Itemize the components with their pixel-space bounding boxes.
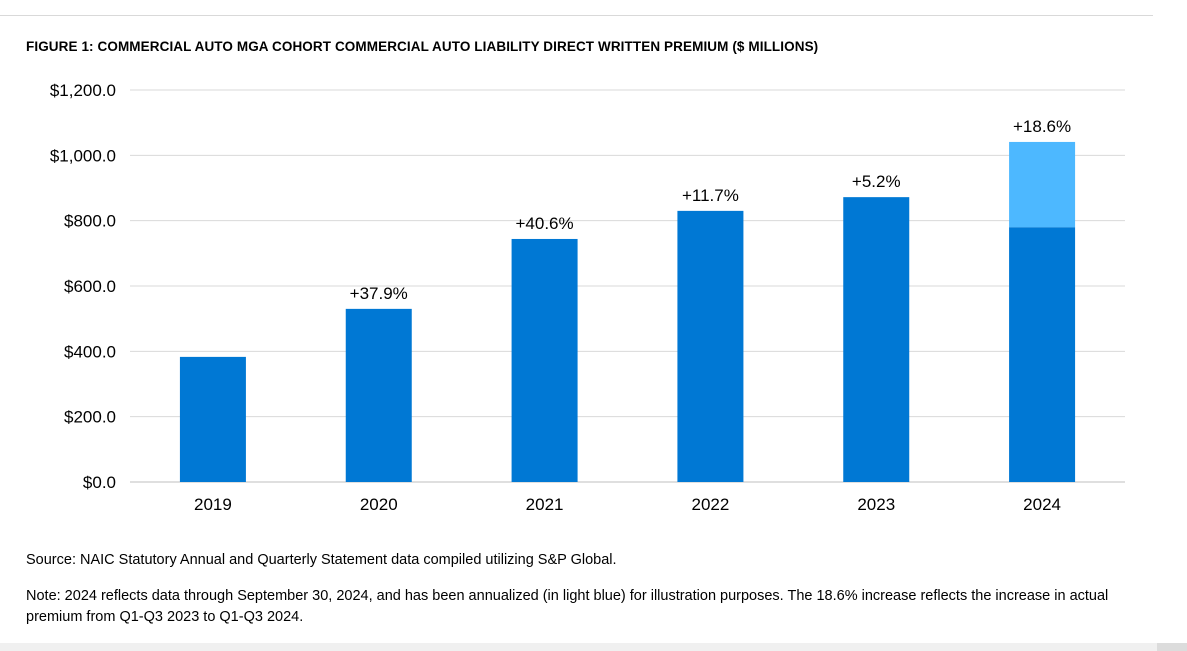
top-divider [0, 15, 1153, 16]
bar-2024-annualized [1009, 141, 1076, 228]
bar-2024-actual [1009, 227, 1076, 482]
y-tick-label: $1,200.0 [50, 81, 116, 100]
data-label: +11.7% [682, 186, 739, 205]
data-label: +40.6% [516, 214, 574, 233]
x-tick-label: 2023 [857, 495, 895, 514]
y-tick-label: $400.0 [64, 342, 116, 361]
data-label: +18.6% [1013, 117, 1071, 136]
bar-2023-actual [843, 197, 910, 482]
x-tick-label: 2024 [1023, 495, 1061, 514]
bar-2022-actual [677, 210, 744, 482]
bottom-toolbar [0, 643, 1187, 651]
x-tick-label: 2020 [360, 495, 398, 514]
toolbar-tab[interactable] [1157, 643, 1187, 651]
note-text: Note: 2024 reflects data through Septemb… [26, 588, 1109, 625]
x-tick-label: 2022 [692, 495, 730, 514]
y-tick-label: $600.0 [64, 277, 116, 296]
y-tick-label: $200.0 [64, 408, 116, 427]
x-tick-label: 2021 [526, 495, 564, 514]
data-label: +5.2% [852, 172, 901, 191]
chart-title: FIGURE 1: COMMERCIAL AUTO MGA COHORT COM… [26, 39, 819, 54]
bar-2021-actual [511, 238, 578, 482]
source-text: Source: NAIC Statutory Annual and Quarte… [26, 552, 617, 568]
data-label: +37.9% [350, 284, 408, 303]
y-tick-label: $1,000.0 [50, 146, 116, 165]
y-tick-label: $800.0 [64, 212, 116, 231]
x-tick-label: 2019 [194, 495, 232, 514]
y-tick-label: $0.0 [83, 473, 116, 492]
bar-2020-actual [345, 308, 412, 482]
bar-2019-actual [179, 356, 246, 482]
